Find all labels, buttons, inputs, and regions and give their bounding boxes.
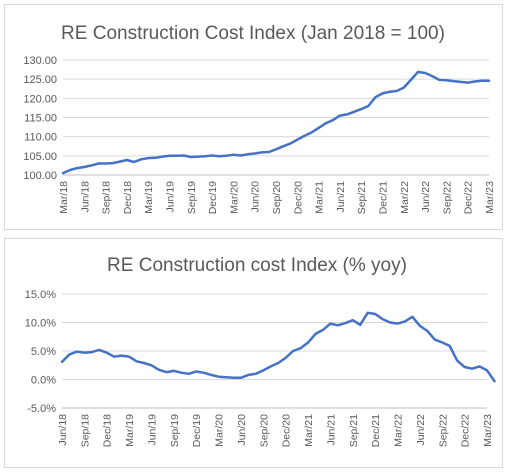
x-tick-label: Mar/21 (314, 181, 326, 214)
y-tick-label: 110.00 (24, 132, 57, 144)
yoy-chart: RE Construction cost Index (% yoy) -5.0%… (4, 238, 503, 468)
x-tick-label: Jun/21 (325, 414, 337, 446)
y-tick-label: 15.0% (25, 289, 56, 301)
y-tick-label: 105.00 (23, 151, 57, 163)
x-tick-label: Dec/22 (460, 414, 472, 447)
x-tick-label: Jun/21 (335, 181, 347, 213)
x-tick-label: Mar/22 (399, 181, 411, 214)
cost-index-chart: RE Construction Cost Index (Jan 2018 = 1… (4, 4, 503, 230)
y-tick-label: 120.00 (23, 93, 57, 105)
cost-index-chart-svg: RE Construction Cost Index (Jan 2018 = 1… (23, 23, 496, 214)
x-tick-label: Dec/20 (281, 414, 293, 447)
x-tick-label: Sep/21 (356, 181, 368, 214)
series-line (60, 311, 496, 383)
x-tick-label: Jun/20 (236, 414, 248, 446)
x-tick-label: Dec/20 (292, 181, 304, 214)
yoy-chart-svg: RE Construction cost Index (% yoy) -5.0%… (25, 255, 496, 447)
x-tick-label: Dec/21 (370, 414, 382, 447)
x-tick-label: Mar/19 (143, 181, 155, 214)
x-tick-label: Dec/18 (122, 181, 134, 214)
x-tick-label: Mar/19 (124, 414, 136, 447)
y-tick-label: 115.00 (24, 113, 57, 125)
x-tick-label: Mar/23 (484, 181, 496, 214)
y-tick-label: 130.00 (23, 55, 57, 67)
x-tick-label: Jun/18 (57, 414, 69, 446)
series-line (61, 70, 491, 175)
x-tick-label: Mar/18 (58, 181, 70, 214)
x-tick-label: Sep/21 (348, 414, 360, 447)
x-tick-label: Sep/18 (79, 414, 91, 447)
x-tick-label: Dec/21 (378, 181, 390, 214)
chart-title: RE Construction Cost Index (Jan 2018 = 1… (61, 23, 445, 44)
x-tick-label: Sep/18 (101, 181, 113, 214)
x-tick-label: Sep/20 (271, 181, 283, 214)
x-tick-label: Jun/22 (420, 181, 432, 213)
x-tick-label: Jun/20 (250, 181, 262, 213)
x-tick-label: Mar/20 (228, 181, 240, 214)
x-tick-label: Sep/19 (169, 414, 181, 447)
y-tick-label: 5.0% (31, 346, 56, 358)
x-tick-label: Mar/20 (214, 414, 226, 447)
x-tick-label: Dec/19 (207, 181, 219, 214)
x-tick-label: Sep/19 (186, 181, 198, 214)
y-tick-label: -5.0% (27, 403, 56, 415)
x-tick-label: Mar/22 (393, 414, 405, 447)
x-tick-label: Dec/18 (102, 414, 114, 447)
y-tick-label: 10.0% (25, 318, 56, 330)
x-tick-label: Dec/19 (191, 414, 203, 447)
x-tick-label: Dec/22 (463, 181, 475, 214)
x-tick-label: Jun/18 (79, 181, 91, 213)
x-tick-label: Jun/19 (165, 181, 177, 213)
x-tick-label: Mar/21 (303, 414, 315, 447)
x-tick-label: Sep/22 (441, 181, 453, 214)
x-tick-label: Mar/23 (482, 414, 494, 447)
x-tick-label: Sep/20 (258, 414, 270, 447)
x-tick-label: Jun/19 (146, 414, 158, 446)
y-tick-label: 0.0% (31, 375, 56, 387)
chart-title: RE Construction cost Index (% yoy) (107, 255, 407, 276)
x-tick-label: Sep/22 (437, 414, 449, 447)
x-tick-label: Jun/22 (415, 414, 427, 446)
y-tick-label: 100.00 (23, 170, 57, 182)
y-tick-label: 125.00 (23, 74, 57, 86)
